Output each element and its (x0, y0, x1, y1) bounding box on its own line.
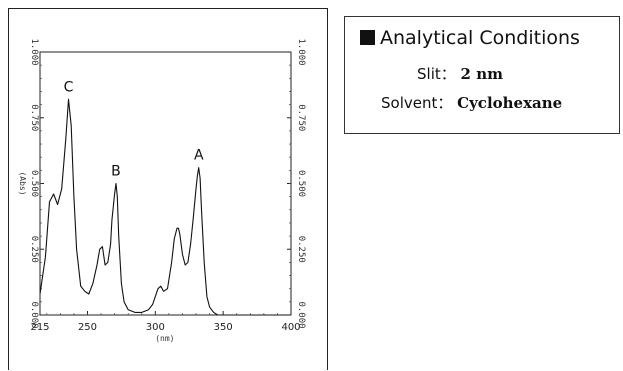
analytical-conditions-box: Analytical Conditions Slit： 2 nm Solvent… (344, 16, 620, 134)
slit-label: Slit (417, 65, 441, 83)
y-tick-label-left: 0.750 (29, 104, 39, 131)
x-tick-label: 215 (30, 322, 49, 333)
plot-area-border (39, 51, 292, 316)
y-tick-label-right: 1.000 (296, 38, 306, 65)
slit-value: 2 nm (460, 65, 503, 83)
x-tick-label: 300 (146, 322, 165, 333)
conditions-title: Analytical Conditions (360, 27, 580, 49)
y-tick-label-right: 0.500 (296, 170, 306, 197)
absorbance-series-line (39, 98, 291, 316)
x-axis-label: (nm) (155, 334, 174, 343)
y-tick-label-left: 0.000 (29, 301, 39, 328)
solvent-value: Cyclohexane (457, 94, 563, 112)
y-axis-label: (Abs) (18, 171, 27, 195)
slit-condition: Slit： 2 nm (417, 65, 503, 83)
conditions-title-text: Analytical Conditions (380, 27, 580, 49)
solvent-label: Solvent (381, 94, 438, 112)
x-tick-label: 250 (78, 322, 97, 333)
y-tick-label-left: 1.000 (29, 38, 39, 65)
y-tick-label-right: 0.750 (296, 104, 306, 131)
peak-label-a: A (194, 148, 204, 164)
peak-label-b: B (111, 164, 121, 180)
spectrum-chart: 0.000 0.000 0.250 0.250 0.500 0.500 0.750 0.750… (18, 38, 306, 343)
y-tick-label-left: 0.500 (29, 170, 39, 197)
solvent-condition: Solvent： Cyclohexane (381, 94, 563, 112)
x-tick-label: 400 (281, 322, 300, 333)
x-tick-label: 350 (214, 322, 233, 333)
y-tick-label-right: 0.250 (296, 236, 306, 263)
black-square-icon (360, 30, 375, 45)
y-tick-label-left: 0.250 (29, 236, 39, 263)
y-tick-label-right: 0.000 (296, 301, 306, 328)
peak-label-c: C (64, 79, 74, 95)
chart-frame: 0.000 0.000 0.250 0.250 0.500 0.500 0.750 0.750… (8, 8, 328, 370)
